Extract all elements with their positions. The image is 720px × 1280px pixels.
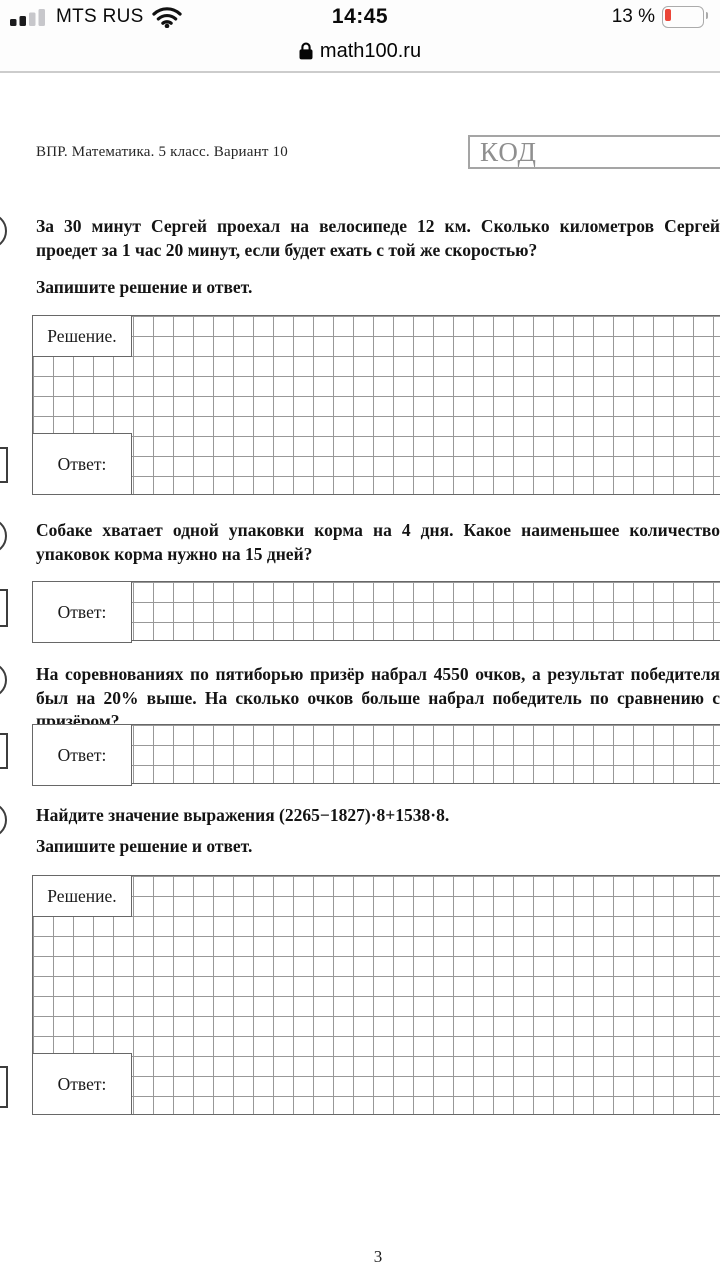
code-field-label: КОД [480,136,537,167]
wifi-icon [151,7,182,28]
task-1-score-box [0,447,8,483]
task-4-work-grid: Решение. Ответ: [32,875,720,1115]
task-3-answer-label-box: Ответ: [32,724,132,786]
task-3-answer-grid: Ответ: [32,724,720,786]
worksheet-header: ВПР. Математика. 5 класс. Вариант 10 [36,144,288,160]
task-1-prompt: Запишите решение и ответ. [36,277,253,297]
task-4-text: Найдите значение выражения (2265−1827)·8… [36,805,450,825]
task-2-answer-grid: Ответ: [32,581,720,643]
task-3-text: На соревнованиях по пятиборью призёр наб… [36,664,720,731]
task-2-score-box [0,589,8,627]
battery-nub [705,12,708,19]
carrier-label: MTS RUS [56,6,144,27]
task-1-answer-label-box: Ответ: [32,433,132,495]
task-1-work-grid: Решение. Ответ: [32,315,720,495]
code-field-box: КОД [468,135,720,169]
battery-icon [662,6,708,28]
statusbar-divider [0,71,720,73]
address-bar[interactable]: math100.ru [0,36,720,66]
task-2-answer-label-box: Ответ: [32,581,132,643]
task-3-number-circle [0,662,7,698]
battery-percent-label: 13 % [611,6,655,27]
status-left-group: MTS RUS [10,6,182,28]
status-right-group: 13 % [611,6,708,28]
task-1-number-circle [0,213,7,249]
task-2-text: Собаке хватает одной упаковки корма на 4… [36,520,720,564]
lock-icon [299,42,313,60]
page-number: 3 [373,1247,383,1266]
task-4-answer-label-box: Ответ: [32,1053,132,1115]
battery-fill-level [665,9,671,21]
status-bar: MTS RUS 14:45 13 % math100.ru [0,0,720,73]
task-3-score-box [0,733,8,769]
task-4-prompt: Запишите решение и ответ. [36,836,253,856]
cellular-signal-icon [10,9,45,26]
task-4-number-circle [0,802,7,838]
task-4-solution-label-box: Решение. [32,875,132,917]
task-1-text: За 30 минут Сергей проехал на велосипеде… [36,216,720,260]
url-label: math100.ru [319,39,422,62]
task-1-solution-label-box: Решение. [32,315,132,357]
task-4-score-box [0,1066,8,1108]
task-2-number-circle [0,518,7,554]
clock: 14:45 [331,5,389,28]
